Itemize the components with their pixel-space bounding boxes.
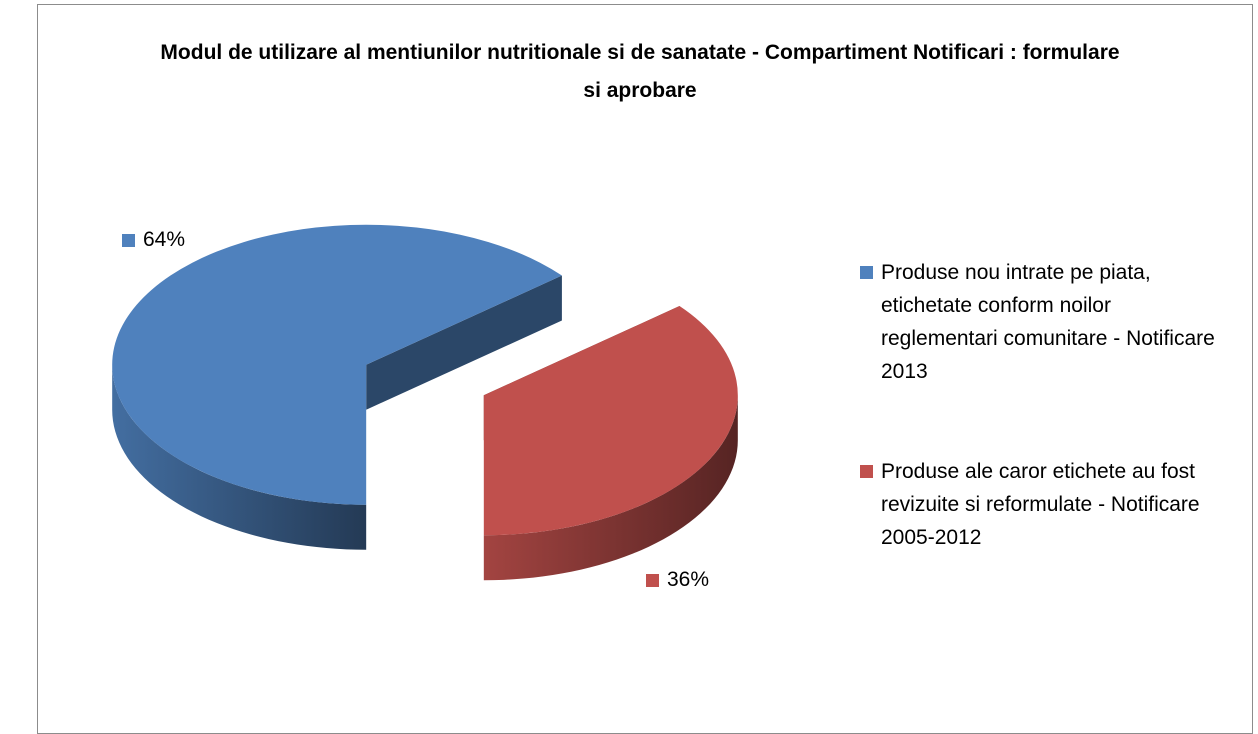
slice-cut-face (366, 275, 562, 410)
legend-swatch (860, 266, 873, 279)
legend-text: Produse ale caror etichete au fost reviz… (881, 460, 1200, 549)
label-swatch (122, 233, 135, 247)
data-label-text: 36% (667, 568, 710, 591)
legend-entry: Produse nou intrate pe piata, etichetate… (860, 256, 1230, 388)
slice-top (483, 306, 738, 536)
pie-slice (112, 224, 562, 550)
slice-side (483, 395, 738, 581)
data-label: 36% (646, 568, 709, 592)
legend-entry: Produse ale caror etichete au fost reviz… (860, 455, 1230, 554)
slice-top (112, 224, 562, 505)
legend-text: Produse nou intrate pe piata, etichetate… (881, 261, 1215, 383)
slice-side (112, 364, 367, 550)
pie-slice (483, 306, 738, 581)
label-swatch (646, 573, 659, 587)
data-label: 64% (122, 228, 185, 252)
data-label-text: 64% (143, 228, 186, 251)
legend-swatch (860, 465, 873, 478)
chart-title: Modul de utilizare al mentiunilor nutrit… (160, 41, 1120, 102)
